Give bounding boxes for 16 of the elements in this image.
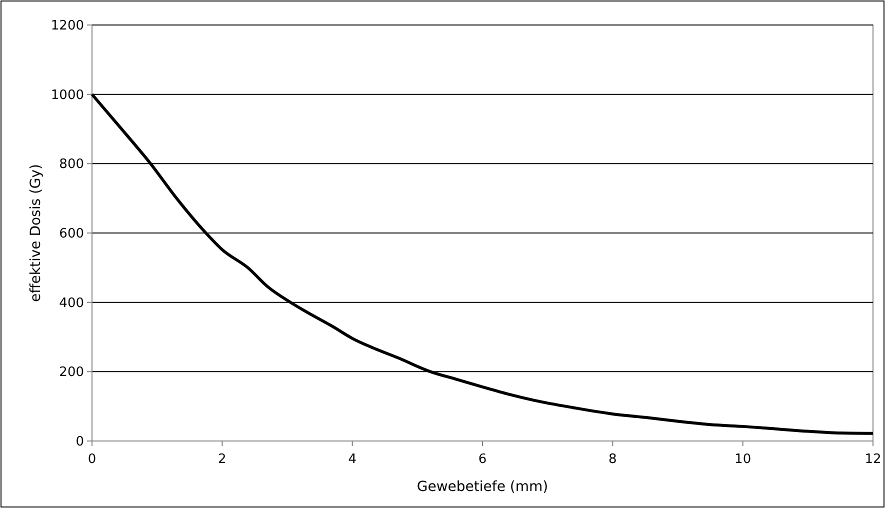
x-axis-title: Gewebetiefe (mm)	[416, 479, 548, 495]
y-tick-label: 800	[59, 157, 84, 172]
y-tick-label: 200	[59, 365, 84, 380]
y-axis-title: effektive Dosis (Gy)	[28, 164, 44, 302]
x-tick-label: 6	[478, 452, 487, 467]
y-tick-label: 400	[59, 296, 84, 311]
x-tick-label: 4	[348, 452, 356, 467]
x-tick-label: 0	[88, 452, 96, 467]
x-tick-label: 10	[734, 452, 752, 467]
y-tick-label: 600	[59, 226, 84, 242]
y-tick-label: 0	[76, 434, 84, 450]
x-tick-label: 8	[608, 452, 617, 467]
x-tick-label: 12	[864, 452, 882, 467]
y-tick-label: 1200	[50, 18, 84, 34]
y-tick-label: 1000	[50, 88, 84, 103]
x-tick-label: 2	[218, 452, 226, 467]
